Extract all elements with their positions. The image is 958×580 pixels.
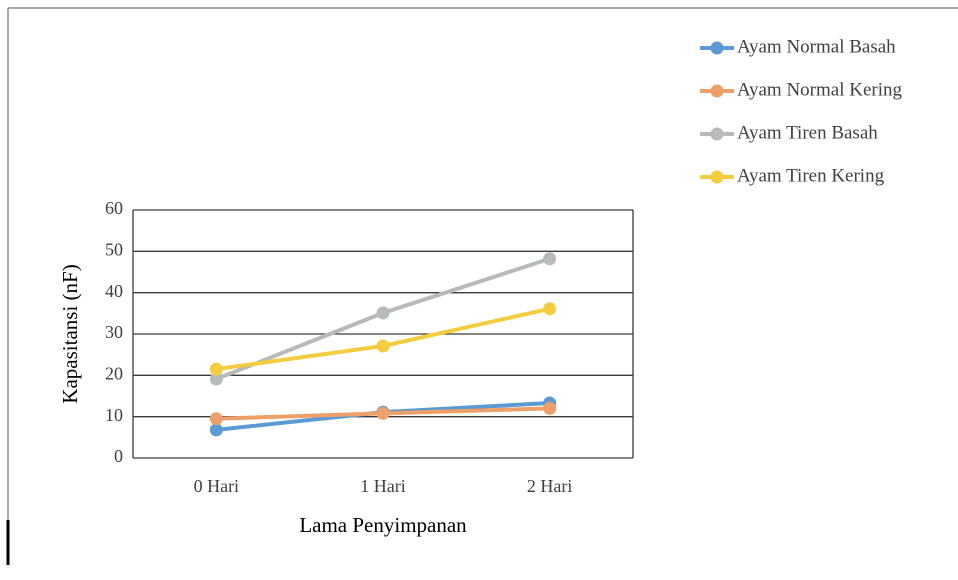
y-tick-label: 50 [105, 239, 123, 259]
point [209, 372, 223, 386]
legend-label: Ayam Normal Basah [737, 36, 896, 57]
y-axis-title: Kapasitansi (nF) [58, 264, 82, 403]
legend-marker [710, 84, 724, 98]
legend-marker [710, 127, 724, 141]
y-tick-label: 30 [105, 322, 123, 342]
y-tick-label: 0 [114, 446, 123, 466]
point [209, 423, 223, 437]
legend-label: Ayam Tiren Basah [737, 122, 878, 143]
point [376, 306, 390, 320]
x-tick-label: 2 Hari [527, 476, 572, 496]
point [543, 401, 557, 415]
legend-label: Ayam Tiren Kering [737, 165, 885, 186]
y-tick-label: 40 [105, 281, 123, 301]
point [209, 412, 223, 426]
point [543, 252, 557, 266]
x-axis-title: Lama Penyimpanan [299, 513, 467, 537]
point [543, 302, 557, 316]
point [376, 406, 390, 420]
legend-marker [710, 41, 724, 55]
legend-marker [710, 170, 724, 184]
point [209, 362, 223, 376]
x-tick-label: 0 Hari [194, 476, 239, 496]
y-tick-label: 20 [105, 363, 123, 383]
x-tick-label: 1 Hari [360, 476, 405, 496]
legend-label: Ayam Normal Kering [737, 79, 902, 100]
y-tick-label: 60 [105, 198, 123, 218]
y-tick-label: 10 [105, 405, 123, 425]
point [376, 339, 390, 353]
